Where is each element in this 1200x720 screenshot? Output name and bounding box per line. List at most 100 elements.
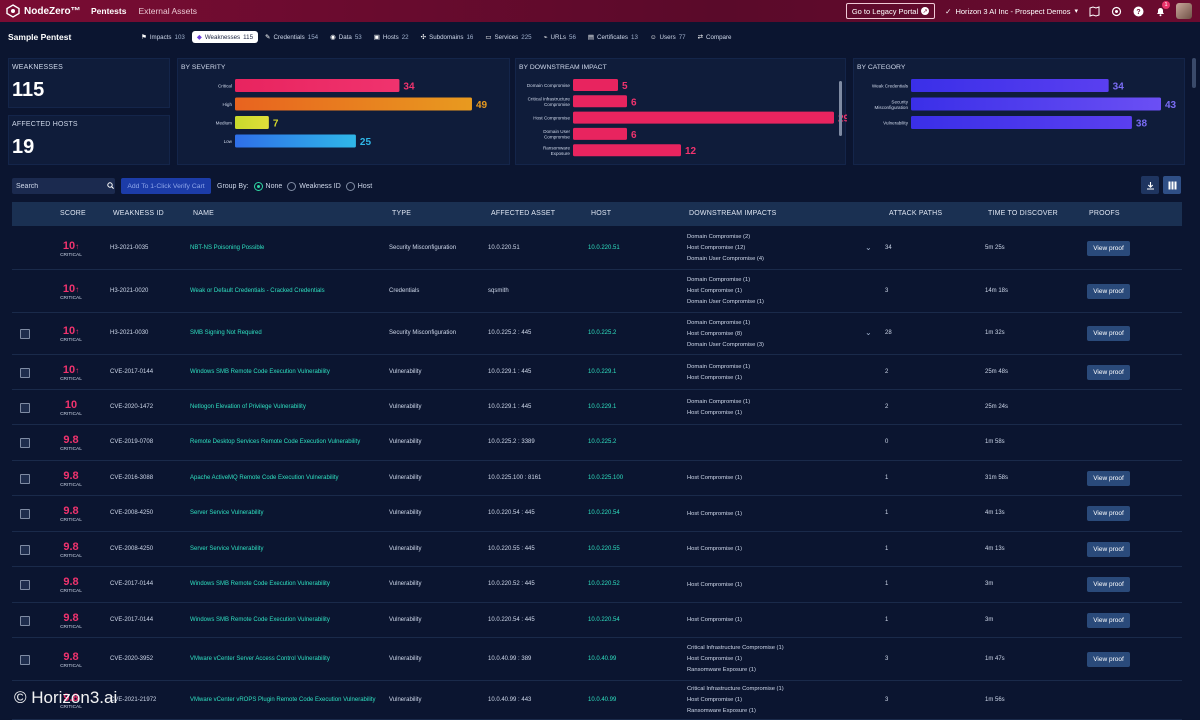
bar[interactable] [235, 134, 356, 148]
tab-external-assets[interactable]: External Assets [138, 6, 198, 16]
avatar[interactable] [1176, 3, 1192, 19]
weakness-name-link[interactable]: Remote Desktop Services Remote Code Exec… [190, 439, 361, 445]
row-checkbox[interactable] [20, 509, 30, 519]
bar[interactable] [911, 79, 1109, 92]
chevron-down-icon[interactable]: ⌄ [865, 328, 872, 337]
bar[interactable] [573, 127, 627, 140]
row-checkbox[interactable] [20, 438, 30, 448]
subtab-impacts[interactable]: ⚑ Impacts 103 [136, 31, 190, 43]
bar[interactable] [235, 116, 269, 129]
subtab-services[interactable]: ▭ Services 225 [480, 31, 536, 43]
map-icon[interactable] [1088, 5, 1100, 17]
row-checkbox[interactable] [20, 544, 30, 555]
search-icon[interactable] [107, 181, 114, 191]
subtab-compare[interactable]: ⇄ Compare [693, 31, 740, 43]
search-box[interactable] [12, 178, 115, 194]
group-by-none-radio[interactable]: None [253, 181, 282, 191]
add-to-verify-cart-button[interactable]: Add To 1-Click Verify Cart [121, 178, 211, 194]
weakness-name-link[interactable]: Netlogon Elevation of Privilege Vulnerab… [190, 403, 306, 410]
col-proofs[interactable]: PROOFS [1089, 210, 1120, 217]
bar[interactable] [573, 95, 627, 108]
host-link[interactable]: 10.0.40.99 [588, 655, 617, 662]
host-link[interactable]: 10.0.220.51 [588, 244, 620, 251]
bar[interactable] [911, 97, 1161, 111]
view-proof-button[interactable]: View proof [1087, 541, 1130, 557]
group-by-host-radio[interactable]: Host [345, 181, 372, 191]
bar[interactable] [573, 79, 618, 91]
col-name[interactable]: NAME [193, 210, 215, 217]
weakness-name-link[interactable]: Server Service Vulnerability [190, 510, 264, 516]
row-checkbox[interactable] [20, 615, 30, 626]
subtab-weaknesses[interactable]: ◆ Weaknesses 115 [191, 31, 259, 43]
chart-scrollbar[interactable] [839, 81, 842, 136]
host-link[interactable]: 10.0.40.99 [588, 696, 617, 703]
host-link[interactable]: 10.0.220.52 [588, 581, 620, 587]
view-proof-button[interactable]: View proof [1087, 364, 1130, 380]
view-proof-button[interactable]: View proof [1087, 283, 1130, 299]
col-attack-paths[interactable]: ATTACK PATHS [889, 210, 943, 217]
download-button[interactable] [1141, 176, 1159, 194]
col-weakness-id[interactable]: WEAKNESS ID [113, 210, 164, 217]
row-checkbox[interactable] [20, 367, 30, 378]
subtab-hosts[interactable]: ▣ Hosts 22 [369, 31, 414, 43]
col-score[interactable]: SCORE [60, 210, 86, 217]
subtab-credentials[interactable]: ✎ Credentials 154 [260, 31, 323, 43]
weakness-name-link[interactable]: Windows SMB Remote Code Execution Vulner… [190, 616, 330, 623]
legacy-portal-button[interactable]: Go to Legacy Portal ↗ [845, 3, 936, 19]
weakness-name-link[interactable]: Windows SMB Remote Code Execution Vulner… [190, 581, 330, 587]
subtab-data[interactable]: ◉ Data 53 [325, 31, 367, 43]
subtab-subdomains[interactable]: ✣ Subdomains 16 [416, 31, 479, 43]
group-by-weakness-radio[interactable]: Weakness ID [287, 181, 341, 191]
weakness-name-link[interactable]: Apache ActiveMQ Remote Code Execution Vu… [190, 474, 339, 481]
settings-icon[interactable] [1110, 5, 1122, 17]
columns-button[interactable] [1163, 176, 1181, 194]
bar[interactable] [235, 97, 472, 111]
subtab-urls[interactable]: ⌁ URLs 56 [539, 31, 581, 43]
chevron-down-icon[interactable]: ⌄ [865, 242, 872, 252]
host-link[interactable]: 10.0.220.54 [588, 510, 620, 516]
view-proof-button[interactable]: View proof [1087, 577, 1130, 592]
bell-icon[interactable]: 1 [1154, 1, 1170, 17]
weakness-name-link[interactable]: Server Service Vulnerability [190, 545, 264, 552]
view-proof-button[interactable]: View proof [1087, 651, 1130, 667]
bar[interactable] [573, 144, 681, 157]
host-link[interactable]: 10.0.220.54 [588, 616, 620, 623]
host-link[interactable]: 10.0.225.2 [588, 439, 617, 445]
view-proof-button[interactable]: View proof [1087, 506, 1130, 521]
col-type[interactable]: TYPE [392, 210, 412, 217]
weakness-name-link[interactable]: VMware vCenter Server Access Control Vul… [190, 655, 330, 662]
host-link[interactable]: 10.0.229.1 [588, 403, 617, 410]
bar[interactable] [235, 79, 400, 92]
subtab-users[interactable]: ☺ Users 77 [645, 32, 691, 43]
bar[interactable] [573, 111, 834, 124]
col-host[interactable]: HOST [591, 210, 612, 217]
view-proof-button[interactable]: View proof [1087, 326, 1130, 341]
row-checkbox[interactable] [20, 654, 30, 665]
help-icon[interactable]: ? [1132, 5, 1144, 17]
page-scrollbar[interactable] [1192, 58, 1196, 88]
view-proof-button[interactable]: View proof [1087, 612, 1130, 628]
weakness-name-link[interactable]: Weak or Default Credentials - Cracked Cr… [190, 287, 325, 294]
subtab-certificates[interactable]: ▤ Certificates 13 [583, 31, 643, 43]
host-link[interactable]: 10.0.229.1 [588, 368, 617, 375]
view-proof-button[interactable]: View proof [1087, 240, 1130, 256]
row-checkbox[interactable] [20, 329, 30, 339]
row-checkbox[interactable] [20, 402, 30, 413]
weakness-name-link[interactable]: NBT-NS Poisoning Possible [190, 244, 265, 251]
host-link[interactable]: 10.0.220.55 [588, 545, 620, 552]
col-affected-asset[interactable]: AFFECTED ASSET [491, 210, 556, 217]
brand-logo[interactable]: NodeZero™ [0, 4, 85, 18]
bar[interactable] [911, 116, 1132, 129]
host-link[interactable]: 10.0.225.2 [588, 330, 617, 336]
weakness-name-link[interactable]: VMware vCenter vROPS Plugin Remote Code … [190, 696, 376, 703]
row-checkbox[interactable] [20, 580, 30, 590]
host-link[interactable]: 10.0.225.100 [588, 474, 624, 481]
search-input[interactable] [16, 182, 107, 190]
view-proof-button[interactable]: View proof [1087, 470, 1130, 486]
tab-pentests[interactable]: Pentests [91, 6, 127, 16]
col-downstream-impacts[interactable]: DOWNSTREAM IMPACTS [689, 210, 777, 217]
org-selector[interactable]: ✓ Horizon 3 AI Inc - Prospect Demos ▾ [945, 7, 1078, 16]
weakness-name-link[interactable]: SMB Signing Not Required [190, 330, 262, 336]
row-checkbox[interactable] [20, 473, 30, 484]
col-time-to-discover[interactable]: TIME TO DISCOVER [988, 210, 1058, 217]
